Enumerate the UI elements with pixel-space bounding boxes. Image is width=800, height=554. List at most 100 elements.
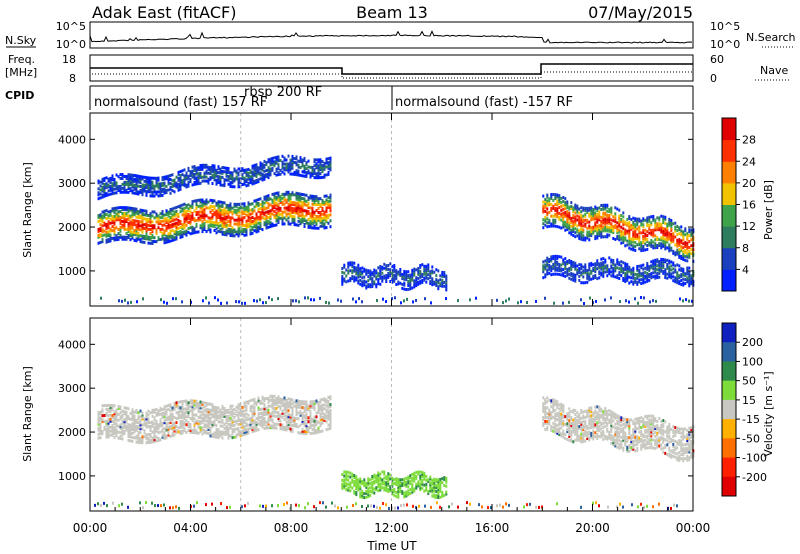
echo-cell [195, 170, 198, 174]
echo-cell [319, 166, 322, 170]
echo-cell [255, 165, 258, 169]
echo-cell [165, 177, 168, 181]
echo-cell [157, 190, 160, 194]
echo-cell [251, 410, 254, 414]
echo-cell [145, 411, 148, 415]
echo-cell [139, 441, 142, 445]
echo-cell [185, 171, 188, 175]
echo-cell [283, 412, 286, 416]
echo-cell [562, 258, 565, 262]
echo-cell [155, 182, 158, 186]
echo-cell [323, 194, 326, 198]
echo-cell [624, 238, 627, 242]
echo-cell [107, 216, 110, 220]
echo-cell [588, 238, 591, 242]
echo-cell [580, 227, 583, 231]
echo-cell [636, 223, 639, 227]
echo-cell [329, 199, 332, 203]
echo-cell [185, 423, 188, 427]
echo-cell [662, 238, 665, 242]
echo-cell [271, 160, 274, 164]
echo-cell [618, 263, 621, 267]
echo-cell [646, 267, 649, 271]
echo-cell [103, 213, 106, 217]
echo-cell [153, 416, 156, 420]
echo-cell [277, 157, 280, 161]
echo-cell [145, 219, 148, 223]
echo-cell [293, 193, 296, 197]
echo-cell [153, 440, 156, 443]
echo-cell [175, 229, 178, 233]
echo-cell [137, 190, 140, 194]
echo-cell [289, 206, 292, 210]
echo-cell [145, 211, 148, 215]
echo-cell [291, 218, 294, 222]
echo-cell [614, 226, 617, 230]
echo-cell [628, 222, 631, 226]
echo-cell [119, 411, 122, 415]
echo-cell [580, 267, 583, 271]
echo-cell [267, 198, 270, 202]
echo-cell [223, 215, 226, 219]
echo-cell [173, 421, 176, 425]
echo-cell [221, 208, 224, 212]
echo-cell [614, 218, 617, 222]
echo-cell [580, 233, 583, 237]
echo-cell [622, 277, 625, 280]
echo-cell [267, 202, 270, 206]
echo-cell [644, 248, 647, 252]
echo-cell [215, 423, 218, 427]
echo-cell [297, 159, 300, 163]
echo-cell [578, 229, 581, 233]
echo-cell [193, 165, 196, 169]
echo-cell [141, 189, 144, 193]
echo-cell [115, 173, 118, 177]
echo-cell [139, 220, 142, 224]
echo-cell [686, 280, 689, 284]
echo-cell [229, 222, 232, 226]
echo-cell [287, 164, 290, 168]
echo-cell [221, 406, 224, 410]
echo-cell [636, 233, 639, 237]
echo-cell [125, 212, 128, 216]
echo-cell [341, 278, 344, 282]
echo-cell [291, 420, 294, 424]
echo-cell [437, 281, 440, 285]
echo-cell [305, 213, 308, 217]
echo-cell [125, 206, 128, 210]
echo-cell [580, 229, 583, 233]
echo-cell [417, 282, 420, 286]
echo-cell [662, 260, 665, 263]
echo-cell [291, 414, 294, 418]
echo-cell [169, 185, 172, 189]
nsearch-tick-bottom: 10^0 [710, 38, 740, 51]
echo-cell [171, 217, 174, 221]
echo-cell [113, 412, 116, 416]
echo-cell [393, 267, 396, 271]
echo-cell [596, 224, 599, 228]
echo-cell [427, 273, 430, 277]
echo-cell [624, 244, 627, 248]
echo-cell [243, 210, 246, 214]
echo-cell [171, 422, 174, 426]
echo-cell [590, 230, 593, 234]
echo-cell [217, 410, 220, 414]
echo-cell [215, 178, 218, 182]
echo-cell [275, 155, 278, 159]
echo-cell [229, 171, 232, 175]
echo-cell [213, 435, 216, 439]
echo-cell [632, 232, 635, 236]
echo-cell [672, 238, 675, 242]
echo-cell [241, 169, 244, 173]
echo-cell [161, 213, 164, 217]
echo-cell [576, 210, 579, 214]
echo-cell [265, 163, 268, 166]
echo-cell [678, 226, 681, 230]
echo-cell [283, 428, 286, 431]
echo-cell [562, 268, 565, 272]
echo-cell [115, 208, 118, 212]
echo-cell [443, 284, 446, 288]
echo-cell [622, 261, 625, 265]
echo-cell [149, 186, 152, 190]
echo-cell [219, 216, 222, 220]
